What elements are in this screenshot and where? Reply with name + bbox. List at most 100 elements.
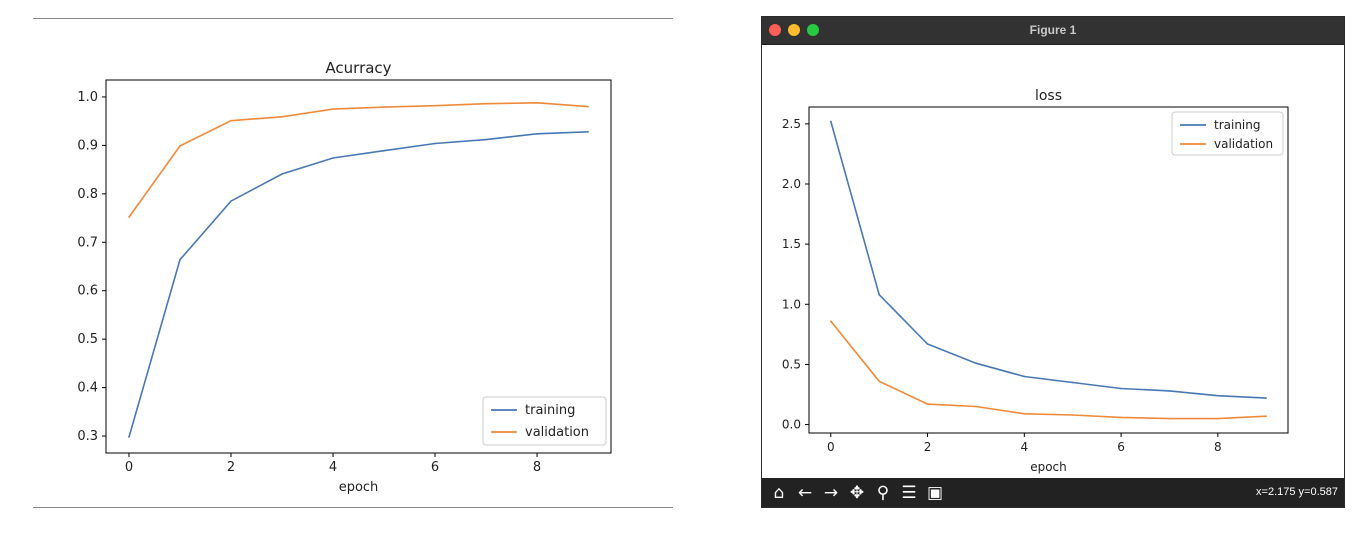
x-tick-label: 2 bbox=[227, 460, 235, 475]
x-tick-label: 6 bbox=[431, 460, 439, 475]
data-point bbox=[230, 119, 232, 122]
axes-frame bbox=[105, 79, 612, 454]
data-point bbox=[485, 102, 487, 105]
accuracy-chart: Acurracy 0.3 0.4 0.5 0.6 0.7 0.8 0.9 1.0 0 2 4 6 8 epo… bbox=[77, 59, 612, 495]
y-tick-label: 1.0 bbox=[782, 297, 801, 311]
data-point bbox=[878, 293, 880, 296]
x-tick-label: 8 bbox=[533, 460, 541, 475]
data-point bbox=[1071, 381, 1074, 384]
data-point bbox=[179, 258, 181, 261]
data-point bbox=[926, 403, 929, 405]
pan-icon[interactable]: ✥ bbox=[849, 482, 865, 503]
data-point bbox=[1217, 394, 1219, 397]
legend-label: validation bbox=[525, 425, 589, 440]
navigation-toolbar: ⌂ ← → ✥ ⚲ ☰ ▣ x=2.175 y=0.587 bbox=[762, 478, 1344, 507]
x-tick-label: 4 bbox=[329, 460, 337, 475]
y-tick-label: 0.3 bbox=[77, 429, 98, 444]
y-tick-label: 0.0 bbox=[782, 418, 801, 432]
y-tick-label: 0.4 bbox=[77, 381, 98, 396]
x-tick-label: 4 bbox=[1020, 440, 1028, 454]
y-tick-label: 0.7 bbox=[77, 235, 98, 250]
data-point bbox=[1023, 412, 1026, 415]
back-arrow-icon[interactable]: ← bbox=[797, 482, 813, 503]
home-icon[interactable]: ⌂ bbox=[773, 482, 785, 503]
data-point bbox=[829, 320, 832, 322]
y-tick-label: 2.5 bbox=[782, 117, 801, 131]
y-tick-label: 0.6 bbox=[77, 284, 98, 299]
y-tick-label: 0.9 bbox=[77, 138, 98, 153]
data-point bbox=[536, 132, 538, 135]
data-point bbox=[1265, 397, 1268, 399]
x-axis-label: epoch bbox=[1030, 460, 1067, 474]
x-tick-label: 8 bbox=[1214, 440, 1222, 454]
data-point bbox=[128, 436, 130, 438]
x-tick-label: 0 bbox=[125, 460, 133, 475]
cursor-coordinates: x=2.175 y=0.587 bbox=[1256, 486, 1338, 498]
series-line-training bbox=[830, 121, 1267, 399]
series-line-validation bbox=[128, 101, 589, 218]
forward-arrow-icon[interactable]: → bbox=[823, 482, 839, 503]
data-point bbox=[587, 131, 589, 133]
legend-box bbox=[482, 396, 607, 446]
data-point bbox=[1120, 387, 1122, 390]
data-point bbox=[1265, 415, 1268, 417]
accuracy-figure: Acurracy 0.3 0.4 0.5 0.6 0.7 0.8 0.9 1.0 0 2 4 6 8 epo… bbox=[33, 40, 673, 500]
window-title: Figure 1 bbox=[1029, 23, 1077, 37]
x-tick-label: 0 bbox=[827, 440, 835, 454]
data-point bbox=[878, 380, 880, 383]
save-icon[interactable]: ▣ bbox=[926, 482, 944, 503]
configure-subplots-icon[interactable]: ☰ bbox=[901, 482, 917, 503]
y-tick-label: 1.0 bbox=[77, 90, 98, 105]
data-point bbox=[1217, 417, 1219, 420]
data-point bbox=[434, 142, 436, 145]
data-point bbox=[1071, 414, 1074, 416]
data-point bbox=[1120, 416, 1122, 419]
axes-frame bbox=[808, 106, 1289, 434]
loss-chart: loss 0.0 0.5 1.0 1.5 2.0 2.5 0 2 4 6 8 epoch training… bbox=[782, 88, 1289, 474]
legend-label: training bbox=[1214, 118, 1261, 132]
x-tick-label: 6 bbox=[1117, 440, 1125, 454]
data-point bbox=[485, 138, 487, 141]
data-point bbox=[926, 343, 929, 345]
chart-title: loss bbox=[1035, 88, 1062, 104]
data-point bbox=[230, 200, 232, 202]
data-point bbox=[1023, 375, 1026, 378]
y-tick-label: 0.8 bbox=[77, 187, 98, 202]
data-point bbox=[332, 157, 334, 159]
data-point bbox=[587, 105, 589, 108]
y-tick-label: 0.5 bbox=[782, 357, 801, 371]
legend-label: training bbox=[525, 403, 575, 418]
data-point bbox=[383, 106, 385, 108]
data-point bbox=[128, 216, 130, 218]
legend-label: validation bbox=[1214, 137, 1273, 151]
data-point bbox=[179, 145, 181, 147]
y-tick-label: 2.0 bbox=[782, 177, 801, 191]
y-tick-label: 0.5 bbox=[77, 332, 98, 347]
loss-figure: loss 0.0 0.5 1.0 1.5 2.0 2.5 0 2 4 6 8 epoch training… bbox=[762, 45, 1344, 479]
data-point bbox=[1168, 390, 1171, 392]
window-titlebar[interactable]: Figure 1 bbox=[762, 17, 1344, 45]
x-axis-label: epoch bbox=[339, 480, 379, 495]
zoom-button[interactable] bbox=[807, 24, 819, 36]
data-point bbox=[281, 173, 283, 175]
data-point bbox=[434, 104, 436, 107]
data-point bbox=[1168, 417, 1171, 420]
close-button[interactable] bbox=[769, 24, 781, 36]
data-point bbox=[536, 101, 538, 104]
chart-title: Acurracy bbox=[325, 59, 391, 77]
figure-window: Figure 1 loss 0.0 0.5 1.0 1.5 2.0 2.5 0 2 4 6 8 epoc… bbox=[761, 16, 1345, 508]
data-point bbox=[829, 120, 832, 123]
data-point bbox=[332, 108, 334, 110]
top-divider bbox=[33, 18, 673, 19]
data-point bbox=[975, 362, 977, 365]
zoom-icon[interactable]: ⚲ bbox=[876, 482, 890, 503]
series-line-training bbox=[128, 131, 589, 438]
x-tick-label: 2 bbox=[924, 440, 932, 454]
series-line-validation bbox=[830, 320, 1267, 420]
data-point bbox=[975, 405, 977, 408]
minimize-button[interactable] bbox=[788, 24, 800, 36]
data-point bbox=[281, 116, 283, 118]
data-point bbox=[383, 149, 385, 152]
y-tick-label: 1.5 bbox=[782, 237, 801, 251]
bottom-divider bbox=[33, 507, 673, 508]
